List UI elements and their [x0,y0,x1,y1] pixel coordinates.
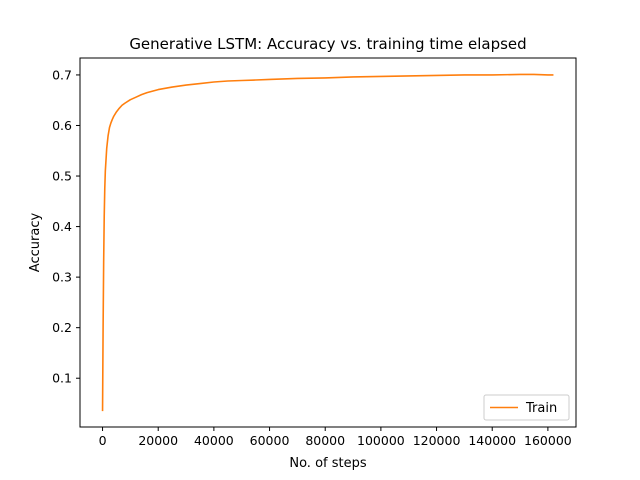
x-axis: 0 20000 40000 60000 80000 100000 120000 140000 1… [99,427,572,448]
y-tick-label: 0.5 [52,169,72,184]
y-axis: 0.1 0.2 0.3 0.4 0.5 0.6 0.7 [52,67,80,386]
y-tick-label: 0.6 [52,118,72,133]
series-line-train [101,73,554,412]
y-tick-label: 0.7 [52,67,72,82]
x-tick-label: 100000 [357,433,405,448]
legend-box [483,394,570,421]
y-tick-label: 0.4 [52,219,72,234]
x-tick-label: 120000 [413,433,461,448]
y-tick-label: 0.3 [52,270,72,285]
legend: Train [483,394,570,421]
plot-area [101,73,554,412]
legend-label-train: Train [525,401,557,416]
x-tick-label: 40000 [194,433,234,448]
y-tick-label: 0.2 [52,320,72,335]
axes-frame [79,57,577,428]
chart-title: Generative LSTM: Accuracy vs. training t… [129,35,526,53]
y-tick-label: 0.1 [52,371,72,386]
x-tick-label: 140000 [468,433,516,448]
x-tick-label: 160000 [524,433,572,448]
x-tick-label: 0 [99,433,107,448]
y-axis-label: Accuracy [28,213,43,273]
x-tick-label: 80000 [305,433,345,448]
x-tick-label: 20000 [138,433,178,448]
x-axis-label: No. of steps [289,456,366,471]
x-tick-label: 60000 [250,433,290,448]
